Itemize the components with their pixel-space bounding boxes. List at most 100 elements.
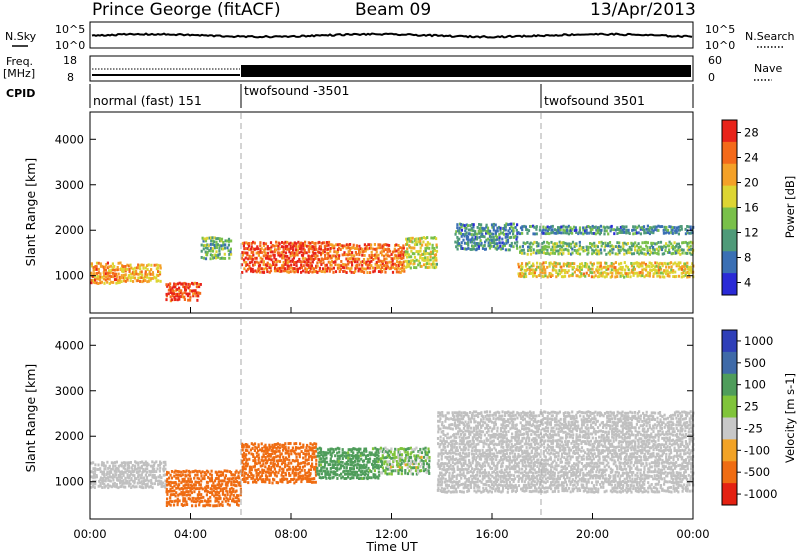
data-cell [606,244,610,248]
data-cell [322,469,325,473]
data-cell [516,235,519,239]
data-cell [203,477,206,481]
data-cell [466,477,469,481]
data-cell [459,454,462,458]
data-cell [97,275,100,279]
data-cell [466,463,469,467]
data-cell [424,247,427,250]
data-cell [456,481,459,484]
data-cell [621,274,624,278]
data-cell [94,482,97,486]
data-cell [606,265,610,268]
data-cell [497,443,500,446]
data-cell [348,472,352,476]
data-cell [469,420,472,424]
data-cell [320,453,323,456]
data-cell [354,456,357,460]
data-cell [496,480,499,484]
data-cell [553,264,556,268]
data-cell [489,480,492,483]
data-cell [304,452,307,456]
data-cell [668,271,671,275]
data-cell [379,457,382,461]
data-cell [578,230,581,234]
data-cell [203,474,206,478]
data-cell [459,232,462,235]
data-cell [104,275,107,279]
data-cell [675,229,678,232]
data-cell [397,450,400,454]
data-cell [248,470,251,474]
data-cell [399,468,402,472]
data-cell [213,253,216,257]
data-cell [528,429,531,433]
data-cell [265,461,269,465]
data-cell [275,481,278,484]
data-cell [560,275,564,279]
data-cell [517,442,521,445]
data-cell [448,461,451,464]
data-cell [448,459,451,463]
data-cell [395,267,398,271]
data-cell [604,265,607,269]
data-cell [224,239,227,243]
data-cell [588,231,591,235]
data-cell [377,253,380,257]
data-cell [440,471,443,475]
data-cell [476,485,479,489]
data-cell [659,245,663,249]
data-cell [510,486,513,490]
data-cell [419,237,422,240]
data-cell [505,467,508,470]
data-cell [165,504,168,507]
data-cell [316,264,319,268]
data-cell [476,467,480,471]
data-cell [429,258,432,262]
data-cell [336,446,339,450]
data-cell [469,240,472,244]
data-cell [644,262,647,266]
data-cell [202,244,205,248]
data-cell [135,272,138,276]
data-cell [207,470,210,474]
data-cell [555,275,558,279]
data-cell [518,274,521,278]
data-cell [309,442,312,446]
data-cell [460,414,463,418]
data-cell [554,228,557,232]
data-cell [328,269,331,273]
data-cell [487,471,490,475]
data-cell [512,480,515,483]
data-cell [467,238,470,242]
data-cell [487,474,490,478]
data-cell [183,477,186,481]
data-cell [482,482,485,486]
data-cell [416,243,419,246]
data-cell [94,463,97,467]
data-cell [473,417,476,421]
data-cell [115,485,118,489]
data-cell [537,265,540,269]
data-cell [350,463,353,467]
data-cell [332,254,335,258]
data-cell [541,242,544,245]
data-cell [636,249,639,253]
data-cell [497,435,501,439]
data-cell [131,467,134,471]
data-cell [641,268,644,272]
data-cell [338,447,341,451]
data-cell [423,263,426,267]
data-cell [437,465,440,468]
data-cell [388,453,391,457]
data-cell [494,433,497,436]
data-cell [489,457,492,461]
data-cell [530,482,533,486]
data-cell [302,251,305,255]
data-cell [439,489,442,493]
data-cell [480,430,483,433]
data-cell [530,268,533,272]
data-cell [343,244,346,248]
data-cell [451,427,454,431]
data-cell [126,481,129,485]
data-cell [245,251,248,255]
